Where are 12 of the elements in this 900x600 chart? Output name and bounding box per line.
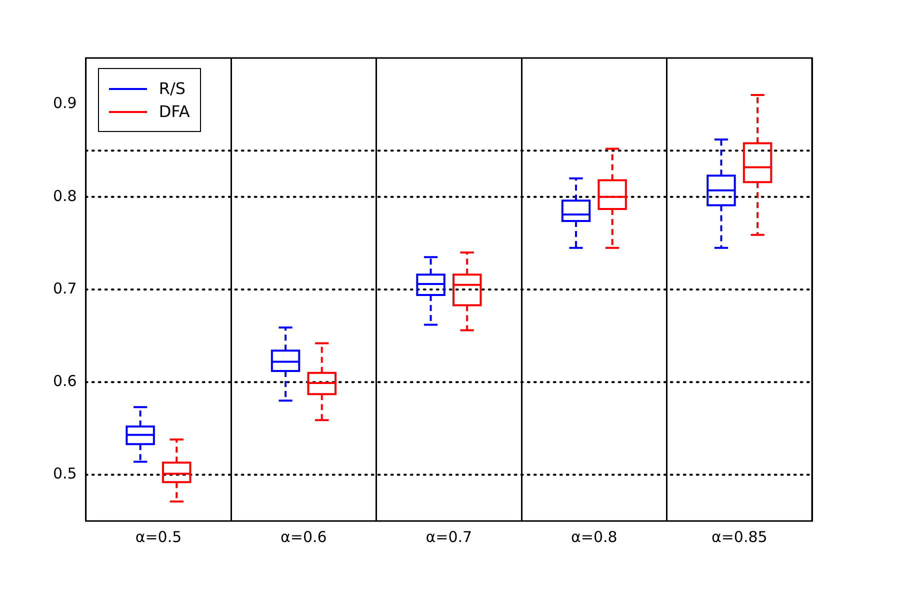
y-tick-label: 0.5 <box>52 464 77 483</box>
x-tick-label: α=0.5 <box>135 528 182 546</box>
y-tick-label: 0.9 <box>52 94 77 112</box>
y-tick-label: 0.8 <box>52 186 77 205</box>
x-tick-label: α=0.6 <box>280 528 327 546</box>
x-tick-label: α=0.8 <box>571 528 618 546</box>
x-tick-label: α=0.7 <box>426 528 472 546</box>
y-tick-label: 0.6 <box>52 372 77 390</box>
legend-label: R/S <box>158 79 186 98</box>
legend-label: DFA <box>158 102 190 121</box>
x-tick-label: α=0.85 <box>711 528 768 546</box>
y-tick-label: 0.7 <box>52 279 77 298</box>
